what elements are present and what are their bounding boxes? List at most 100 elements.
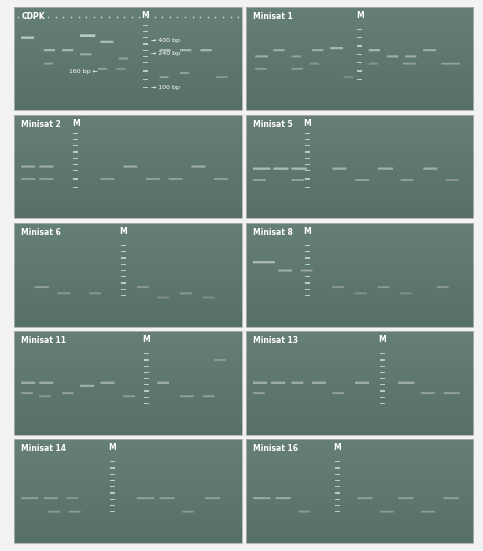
FancyBboxPatch shape	[137, 286, 149, 288]
Bar	[143, 391, 149, 392]
Bar	[110, 467, 114, 469]
Bar	[142, 44, 147, 45]
Bar	[142, 62, 147, 63]
FancyBboxPatch shape	[119, 57, 128, 60]
Text: M: M	[120, 227, 128, 236]
Bar	[335, 461, 340, 462]
FancyBboxPatch shape	[405, 55, 416, 57]
Text: Minisat 5: Minisat 5	[253, 120, 293, 129]
Bar	[305, 145, 310, 147]
Bar	[357, 79, 362, 80]
Bar	[121, 289, 126, 290]
FancyBboxPatch shape	[67, 497, 78, 499]
FancyBboxPatch shape	[403, 63, 416, 64]
FancyBboxPatch shape	[146, 178, 160, 180]
Bar	[380, 359, 385, 360]
FancyBboxPatch shape	[182, 511, 194, 512]
FancyBboxPatch shape	[116, 68, 126, 70]
Text: M: M	[356, 11, 364, 20]
FancyBboxPatch shape	[300, 269, 313, 272]
Bar	[143, 365, 149, 367]
FancyBboxPatch shape	[369, 49, 380, 51]
Bar	[142, 56, 147, 57]
Bar	[110, 511, 114, 512]
Text: M: M	[304, 119, 312, 128]
FancyBboxPatch shape	[21, 382, 35, 384]
FancyBboxPatch shape	[80, 34, 95, 37]
Text: Minisat 16: Minisat 16	[253, 444, 298, 453]
Bar	[357, 53, 362, 55]
Bar	[143, 372, 149, 373]
Bar	[305, 133, 310, 134]
Text: Minisat 2: Minisat 2	[21, 120, 61, 129]
FancyBboxPatch shape	[180, 72, 189, 74]
FancyBboxPatch shape	[62, 392, 74, 394]
FancyBboxPatch shape	[214, 359, 226, 361]
Bar	[305, 245, 310, 246]
Bar	[380, 365, 385, 367]
Bar	[73, 164, 78, 165]
FancyBboxPatch shape	[332, 392, 344, 394]
Text: Minisat 13: Minisat 13	[253, 336, 298, 345]
Bar	[73, 152, 78, 153]
Bar	[121, 270, 126, 271]
FancyBboxPatch shape	[21, 497, 39, 499]
FancyBboxPatch shape	[357, 497, 372, 499]
FancyBboxPatch shape	[253, 392, 265, 394]
FancyBboxPatch shape	[400, 179, 413, 181]
FancyBboxPatch shape	[292, 382, 303, 384]
FancyBboxPatch shape	[44, 63, 53, 64]
FancyBboxPatch shape	[398, 382, 414, 384]
Bar	[143, 397, 149, 398]
FancyBboxPatch shape	[89, 293, 101, 294]
FancyBboxPatch shape	[21, 178, 35, 180]
Bar	[335, 467, 340, 469]
FancyBboxPatch shape	[21, 392, 33, 394]
FancyBboxPatch shape	[57, 293, 71, 294]
FancyBboxPatch shape	[344, 76, 353, 78]
FancyBboxPatch shape	[62, 49, 73, 51]
FancyBboxPatch shape	[21, 165, 35, 168]
FancyBboxPatch shape	[39, 395, 51, 397]
FancyBboxPatch shape	[80, 385, 94, 387]
Text: M: M	[108, 443, 116, 452]
FancyBboxPatch shape	[378, 168, 393, 170]
Bar	[121, 282, 126, 284]
Bar	[305, 257, 310, 259]
Bar	[143, 384, 149, 386]
FancyBboxPatch shape	[273, 168, 288, 170]
FancyBboxPatch shape	[380, 511, 394, 512]
Bar	[73, 133, 78, 134]
FancyBboxPatch shape	[398, 497, 413, 499]
Text: Minisat 6: Minisat 6	[21, 228, 61, 237]
Bar	[142, 25, 147, 26]
FancyBboxPatch shape	[180, 49, 191, 51]
Bar	[357, 45, 362, 47]
Bar	[143, 353, 149, 354]
FancyBboxPatch shape	[203, 296, 214, 299]
Bar	[121, 245, 126, 246]
Text: 160 bp ←: 160 bp ←	[69, 69, 98, 74]
Text: Minisat 11: Minisat 11	[21, 336, 66, 345]
FancyBboxPatch shape	[278, 269, 292, 272]
Bar	[380, 403, 385, 404]
Bar	[142, 87, 147, 88]
FancyBboxPatch shape	[378, 286, 390, 288]
FancyBboxPatch shape	[98, 68, 107, 70]
FancyBboxPatch shape	[48, 511, 60, 512]
Bar	[380, 378, 385, 379]
Bar	[73, 139, 78, 140]
FancyBboxPatch shape	[80, 53, 91, 55]
Bar	[335, 480, 340, 481]
FancyBboxPatch shape	[271, 382, 285, 384]
FancyBboxPatch shape	[255, 68, 267, 70]
Text: M: M	[304, 227, 312, 236]
Bar	[305, 264, 310, 265]
Bar	[305, 282, 310, 284]
Bar	[121, 295, 126, 296]
Text: → 240 bp: → 240 bp	[151, 51, 180, 56]
Bar	[73, 187, 78, 188]
Bar	[121, 257, 126, 259]
FancyBboxPatch shape	[400, 293, 412, 294]
FancyBboxPatch shape	[39, 178, 53, 180]
